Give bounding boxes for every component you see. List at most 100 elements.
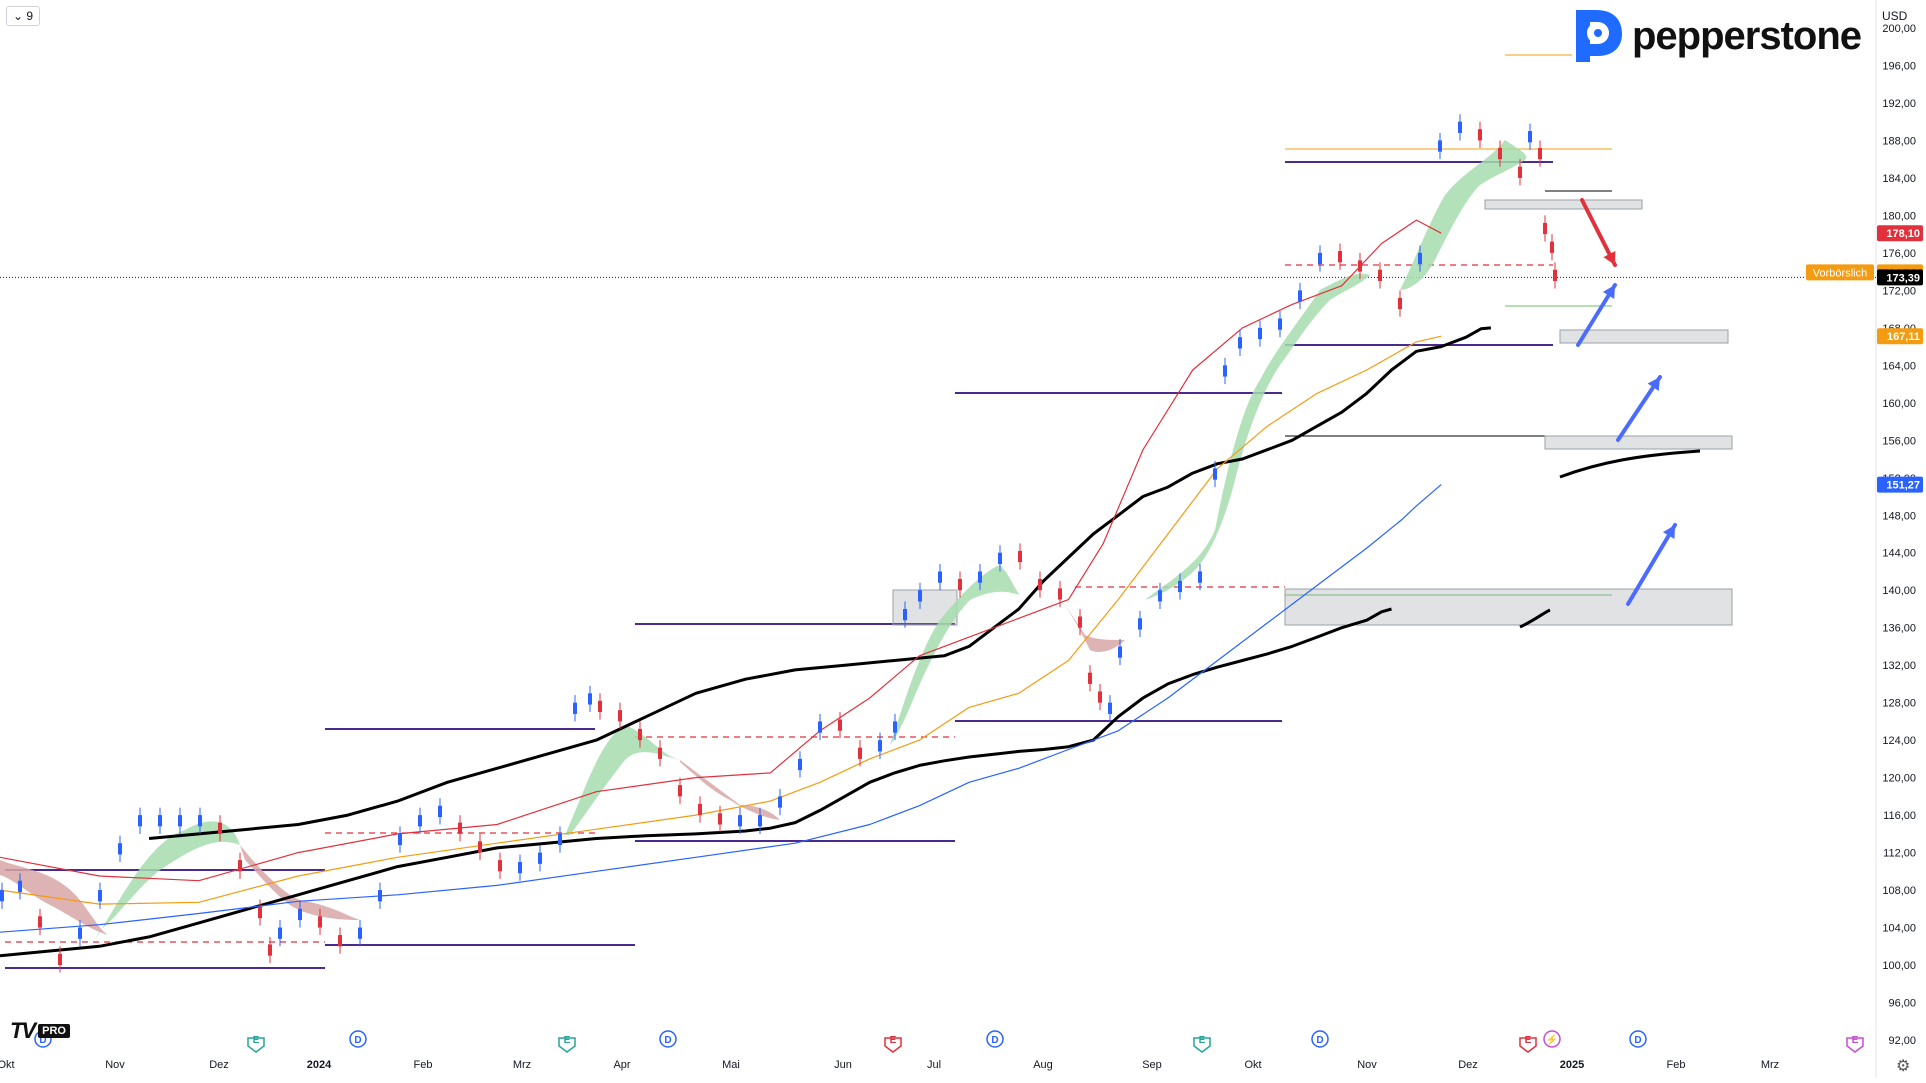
ma-extension xyxy=(1559,449,1701,479)
x-tick-label: Dez xyxy=(1458,1059,1478,1071)
candle-body xyxy=(1378,269,1382,281)
y-tick-label: 176,00 xyxy=(1882,248,1916,260)
interval-button[interactable]: ⌄ 9 xyxy=(6,6,41,26)
y-tick-label: 116,00 xyxy=(1883,810,1916,822)
earnings-marker xyxy=(884,1037,902,1053)
y-tick-label: 120,00 xyxy=(1882,773,1916,785)
zone-box xyxy=(1544,435,1733,450)
candle-body xyxy=(1098,691,1102,703)
dividend-marker xyxy=(659,1030,677,1048)
candle-body xyxy=(268,944,272,956)
candle-body xyxy=(1338,251,1342,263)
event-marker-label: D xyxy=(1316,1035,1323,1046)
candle-body xyxy=(698,803,702,816)
price-tag xyxy=(1877,225,1923,242)
candle-body xyxy=(738,815,742,827)
prev-close-tag xyxy=(1806,264,1874,281)
price-tag xyxy=(1877,269,1923,286)
dividend-marker xyxy=(1311,1030,1329,1048)
candle-body xyxy=(858,747,862,759)
x-tick-label: Nov xyxy=(1357,1059,1377,1071)
candle-body xyxy=(1498,147,1502,160)
candle-body xyxy=(1038,578,1042,591)
y-tick-label: 160,00 xyxy=(1882,398,1916,410)
y-tick-label: 172,00 xyxy=(1882,285,1916,297)
candle-body xyxy=(1213,468,1217,480)
zone-box xyxy=(1484,199,1643,210)
candle-body xyxy=(218,822,222,834)
candle-body xyxy=(1278,318,1282,330)
candle-body xyxy=(678,785,682,797)
y-tick-label: 108,00 xyxy=(1882,885,1916,897)
y-tick-label: 188,00 xyxy=(1882,135,1916,147)
y-tick-label: 192,00 xyxy=(1882,98,1916,110)
candle-body xyxy=(1223,365,1227,377)
candle-body xyxy=(903,608,907,621)
candle-body xyxy=(238,860,242,872)
candle-body xyxy=(178,815,182,827)
candle-body xyxy=(638,728,642,741)
candle-body xyxy=(1058,588,1062,600)
candle-body xyxy=(118,843,122,855)
candle-body xyxy=(1298,290,1302,302)
y-tick-label: 196,00 xyxy=(1882,60,1916,72)
candle-body xyxy=(538,852,542,864)
gear-icon[interactable]: ⚙ xyxy=(1896,1058,1911,1075)
candle-body xyxy=(1398,297,1402,310)
candle-body xyxy=(1458,121,1462,133)
earnings-marker xyxy=(1519,1037,1537,1053)
candle-body xyxy=(1158,590,1162,602)
event-marker-label: E xyxy=(1852,1035,1859,1046)
y-tick-label: 140,00 xyxy=(1882,585,1916,597)
trend-arrow xyxy=(1626,523,1677,606)
candle-body xyxy=(1418,252,1422,265)
price-tag-label: 167,11 xyxy=(1887,331,1920,343)
y-tick-label: 164,00 xyxy=(1882,360,1916,372)
y-tick-label: 128,00 xyxy=(1882,698,1916,710)
ribbon-band xyxy=(1060,600,1125,652)
candle-body xyxy=(1538,147,1542,160)
candle-body xyxy=(658,747,662,759)
candle-body xyxy=(438,805,442,817)
tv-pro-badge: PRO xyxy=(38,1024,70,1038)
candle-body xyxy=(418,815,422,827)
candle-body xyxy=(138,815,142,827)
x-tick-label: Sep xyxy=(1142,1059,1162,1071)
candle-body xyxy=(758,815,762,827)
x-tick-label: Feb xyxy=(1667,1059,1686,1071)
candle-body xyxy=(1138,618,1142,630)
candle-body xyxy=(198,815,202,827)
candle-body xyxy=(278,927,282,939)
price-tag xyxy=(1877,328,1923,345)
y-tick-label: 132,00 xyxy=(1882,660,1916,672)
event-marker-label: E xyxy=(1525,1035,1532,1046)
earnings-marker xyxy=(558,1037,576,1053)
candle-body xyxy=(378,890,382,902)
y-tick-label: 136,00 xyxy=(1882,623,1916,635)
ribbon-band xyxy=(95,821,240,940)
x-tick-label: Okt xyxy=(0,1059,15,1071)
y-tick-label: 184,00 xyxy=(1882,173,1916,185)
candle-body xyxy=(1088,672,1092,684)
candle-body xyxy=(558,833,562,846)
candle-body xyxy=(1178,580,1182,593)
candle-body xyxy=(58,953,62,966)
candle-body xyxy=(258,906,262,919)
currency-button[interactable]: USD xyxy=(1876,6,1913,26)
ma-line-0 xyxy=(0,607,1392,958)
candle-body xyxy=(1198,571,1202,583)
candle-body xyxy=(298,908,302,921)
candle-body xyxy=(98,890,102,902)
prev-close-label: Vorbörslich xyxy=(1813,267,1867,279)
ma-extension xyxy=(1519,608,1551,629)
x-tick-label: 2024 xyxy=(307,1059,332,1071)
ribbon-band xyxy=(890,565,1020,745)
candle-body xyxy=(1108,702,1112,714)
split-marker xyxy=(1543,1030,1561,1048)
candle-body xyxy=(458,822,462,834)
candle-body xyxy=(878,740,882,752)
candle-body xyxy=(0,890,4,902)
ma-line-2 xyxy=(0,484,1442,933)
